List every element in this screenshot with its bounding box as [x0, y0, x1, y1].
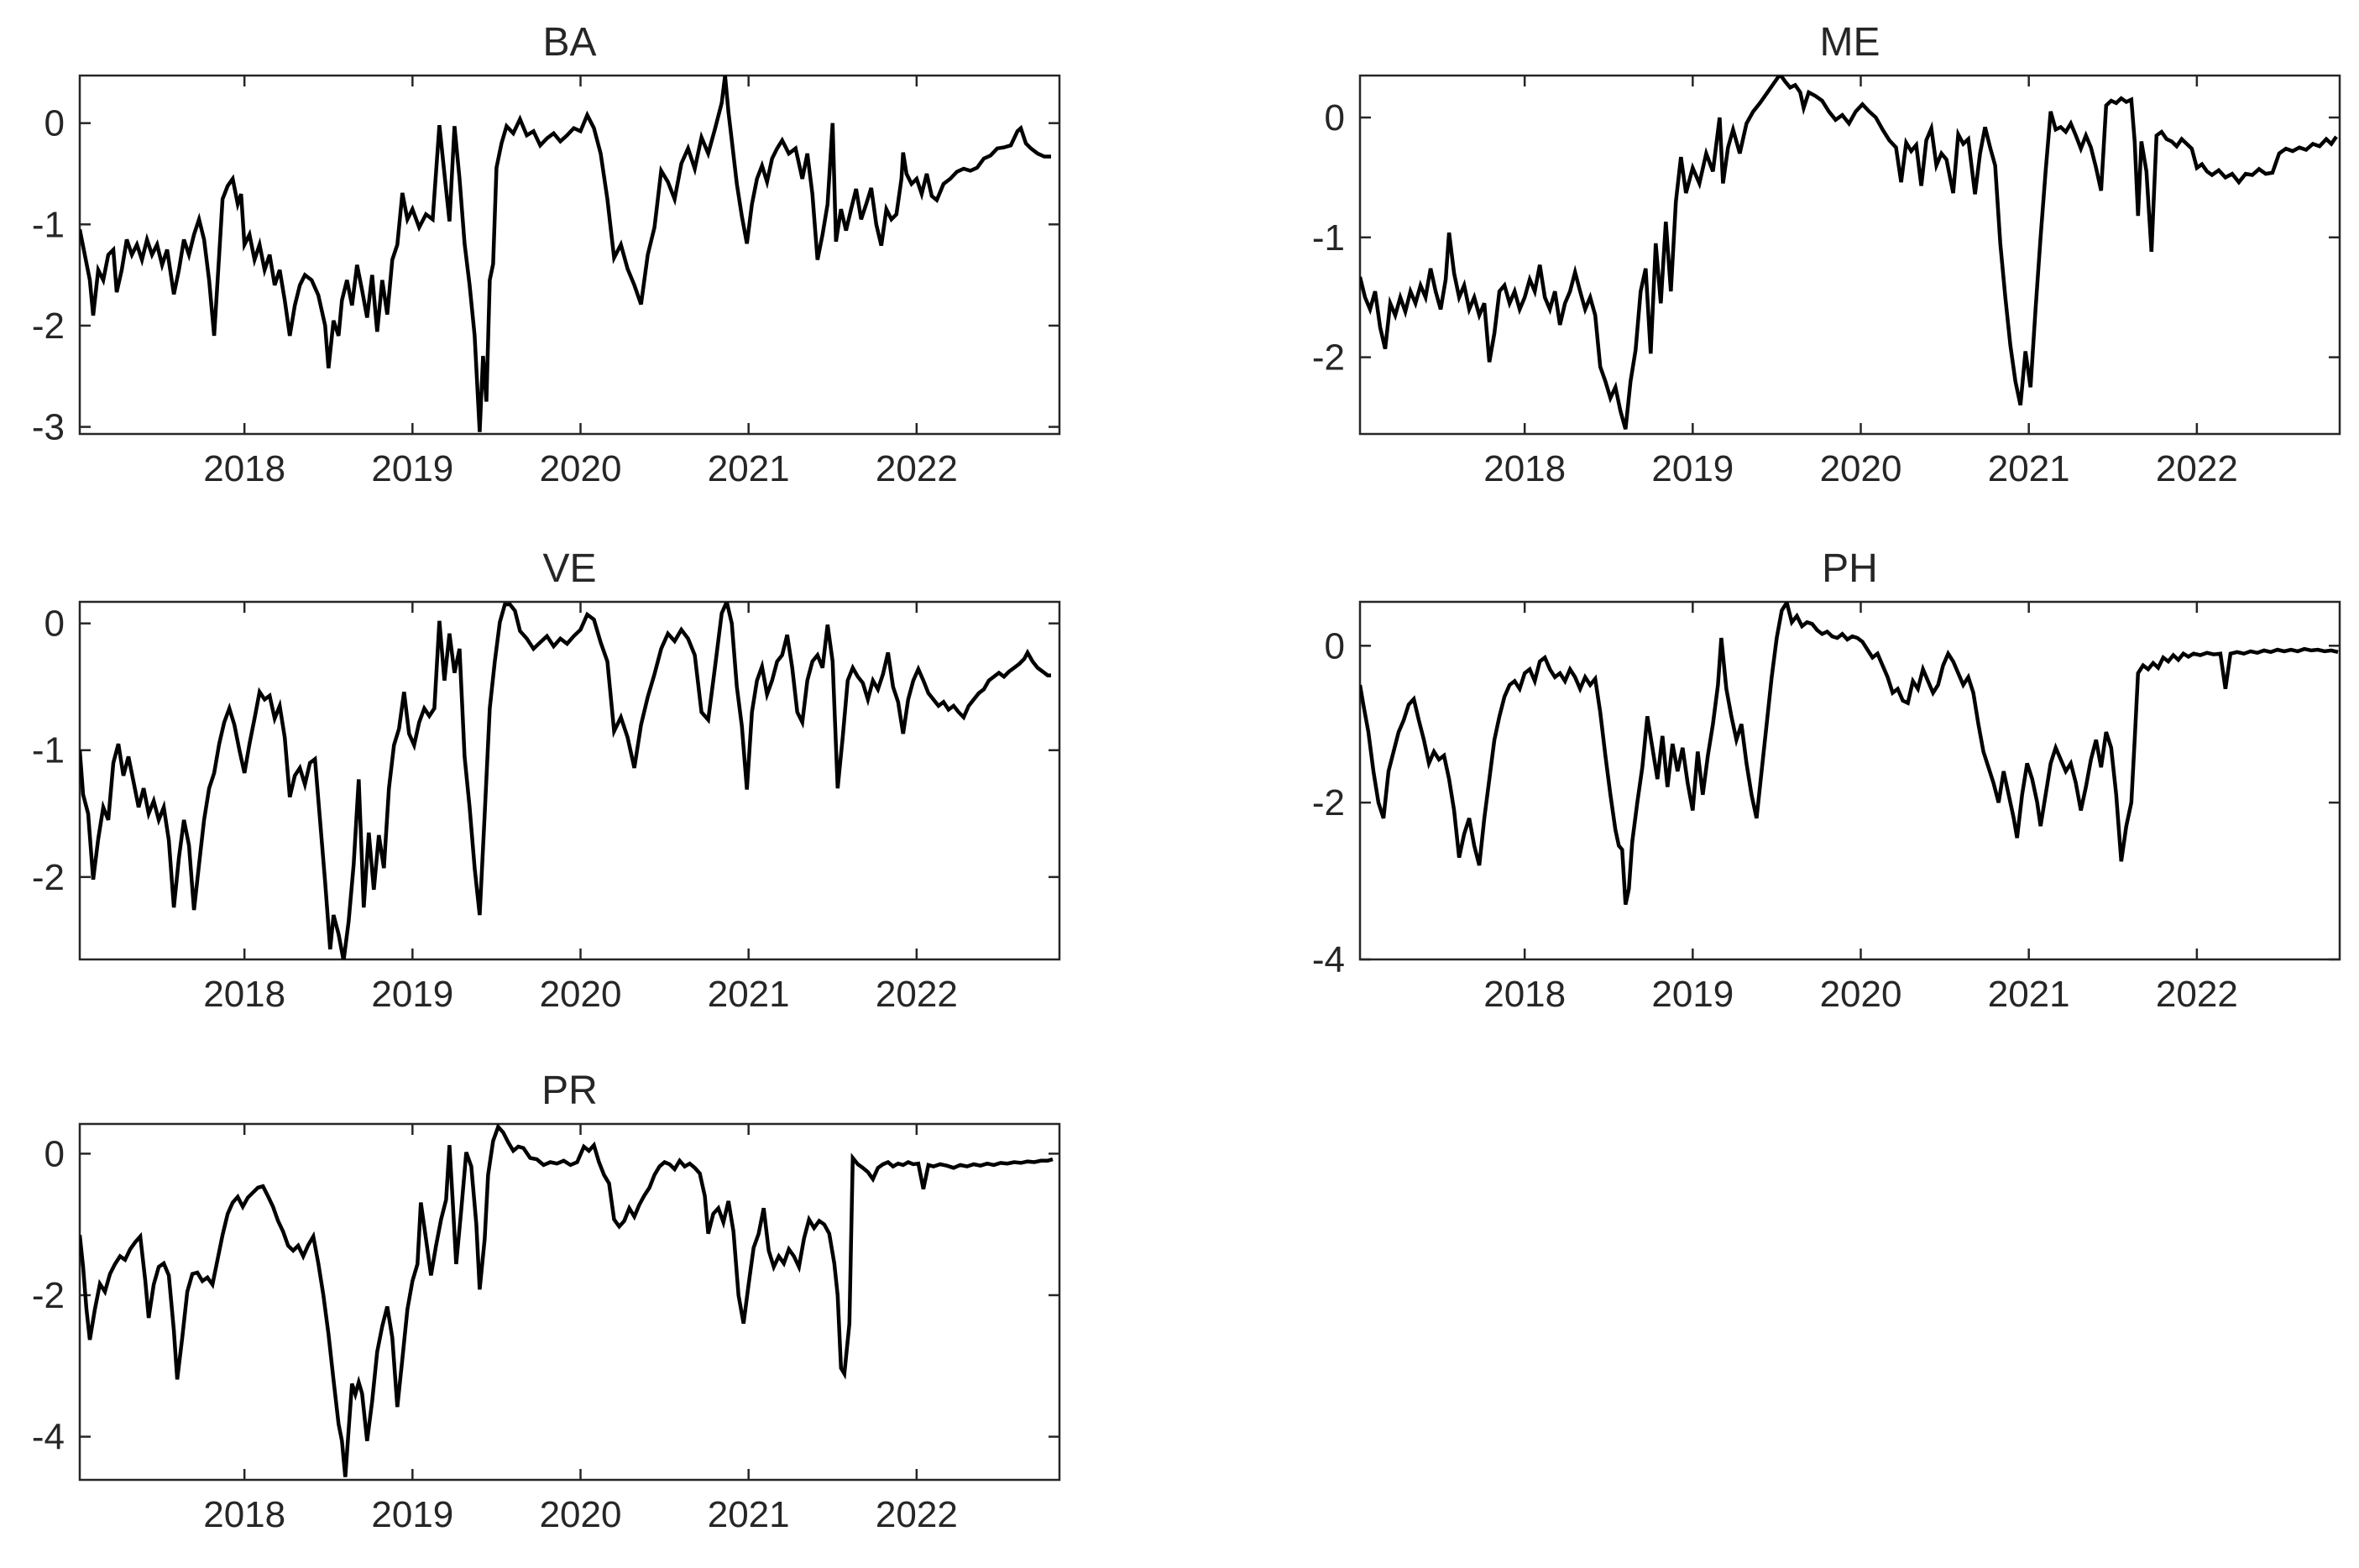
plot-title-pr: PR [541, 1069, 598, 1113]
x-tick-label-ba: 2022 [876, 448, 958, 489]
series-line-ph [1360, 602, 2339, 906]
plot-panel-ve: VE 2018 2019 2020 2021 2022 0 -1 -2 [32, 546, 1061, 1015]
plot-panel-me: ME 2018 2019 2020 2021 2022 0 -1 -2 [1312, 20, 2341, 489]
x-tick-label-ve: 2022 [876, 974, 958, 1015]
plot-title-ba: BA [542, 20, 596, 65]
x-tick-label-ph: 2021 [1988, 974, 2070, 1015]
y-tick-label-ve: -2 [32, 857, 65, 898]
x-tick-label-pr: 2021 [708, 1494, 790, 1535]
plot-title-ve: VE [542, 546, 596, 591]
x-tick-label-me: 2020 [1820, 448, 1902, 489]
y-tick-label-ba: 0 [44, 103, 65, 144]
plot-panel-pr: PR 2018 2019 2020 2021 2022 0 -2 -4 [32, 1069, 1061, 1535]
y-tick-label-ph: 0 [1325, 625, 1345, 666]
axes-box-me [1358, 74, 2341, 436]
axes-box-ve [78, 600, 1061, 961]
y-tick-label-me: 0 [1325, 97, 1345, 139]
y-tick-label-pr: -4 [32, 1417, 65, 1458]
x-tick-label-ph: 2018 [1483, 974, 1566, 1015]
y-tick-label-ba: -2 [32, 306, 65, 347]
x-tick-label-me: 2021 [1988, 448, 2070, 489]
x-tick-label-pr: 2022 [876, 1494, 958, 1535]
axes-box-pr [78, 1122, 1061, 1482]
y-tick-label-ba: -1 [32, 204, 65, 245]
x-tick-label-ve: 2019 [371, 974, 453, 1015]
series-line-ba [80, 76, 1051, 432]
plot-panel-ba: BA 2018 2019 2020 2021 2022 0 -1 -2 -3 [32, 20, 1061, 489]
x-tick-label-pr: 2019 [371, 1494, 453, 1535]
x-tick-label-me: 2019 [1651, 448, 1734, 489]
x-tick-label-ba: 2018 [203, 448, 285, 489]
x-tick-label-ba: 2019 [371, 448, 453, 489]
y-tick-label-me: -1 [1312, 217, 1345, 259]
axes-box-ph [1358, 600, 2341, 961]
x-tick-label-ve: 2020 [540, 974, 622, 1015]
y-tick-label-ve: 0 [44, 604, 65, 645]
x-tick-label-ba: 2021 [708, 448, 790, 489]
x-tick-label-pr: 2020 [540, 1494, 622, 1535]
y-tick-label-pr: 0 [44, 1133, 65, 1174]
plot-panel-ph: PH 2018 2019 2020 2021 2022 0 -2 -4 [1312, 546, 2341, 1015]
x-tick-label-ph: 2022 [2156, 974, 2238, 1015]
x-tick-label-ve: 2018 [203, 974, 285, 1015]
plot-title-me: ME [1820, 20, 1880, 65]
y-tick-label-ba: -3 [32, 407, 65, 448]
x-tick-label-me: 2022 [2156, 448, 2238, 489]
x-tick-label-ph: 2019 [1651, 974, 1734, 1015]
plot-title-ph: PH [1822, 546, 1878, 591]
y-tick-label-ph: -4 [1312, 939, 1345, 980]
x-tick-label-ph: 2020 [1820, 974, 1902, 1015]
y-tick-label-pr: -2 [32, 1275, 65, 1316]
y-tick-label-ve: -1 [32, 730, 65, 771]
series-line-ve [80, 602, 1051, 959]
x-tick-label-me: 2018 [1483, 448, 1566, 489]
series-line-me [1360, 76, 2338, 430]
x-tick-label-ve: 2021 [708, 974, 790, 1015]
series-line-pr [80, 1124, 1054, 1477]
y-tick-label-ph: -2 [1312, 782, 1345, 823]
y-tick-label-me: -2 [1312, 337, 1345, 379]
x-tick-label-pr: 2018 [203, 1494, 285, 1535]
axes-box-ba [78, 74, 1061, 436]
x-tick-label-ba: 2020 [540, 448, 622, 489]
